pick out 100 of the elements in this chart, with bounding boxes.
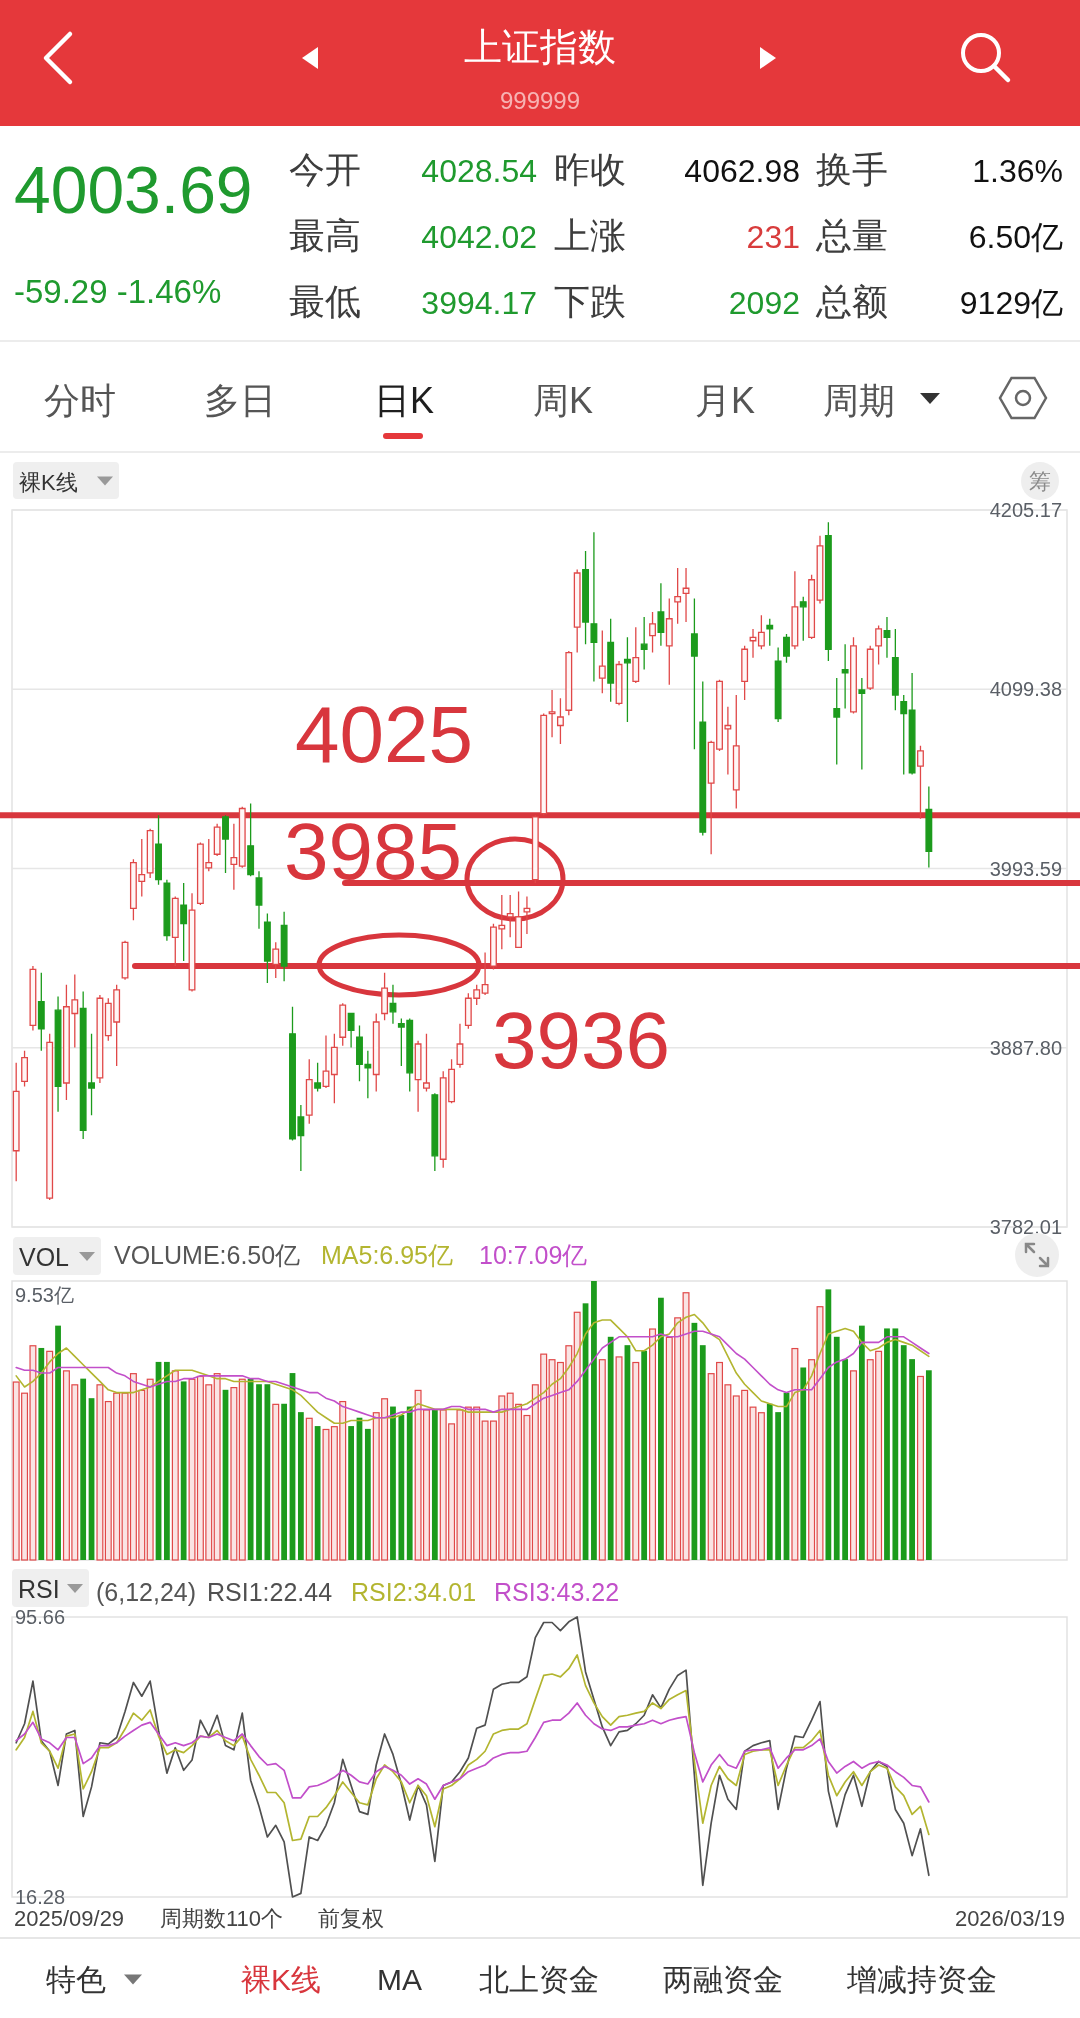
bar — [213, 1373, 221, 1561]
ref-line-label: 3985 — [284, 807, 462, 897]
text: (6,12,24) — [96, 1578, 197, 1606]
bar — [791, 1347, 799, 1561]
candlestick — [766, 618, 774, 647]
text: RSI2:34.01 — [351, 1578, 477, 1606]
y-tick-label: 3887.80 — [989, 1036, 1062, 1059]
text: MA5:6.95亿 — [321, 1241, 454, 1269]
bar — [842, 1359, 849, 1560]
candlestick — [171, 895, 179, 967]
bar — [80, 1378, 87, 1560]
candlestick — [188, 892, 196, 993]
candlestick — [908, 672, 916, 776]
bar — [916, 1375, 924, 1561]
text: 4042.02 — [421, 219, 537, 255]
bar — [146, 1378, 154, 1561]
bar — [900, 1345, 907, 1560]
candlestick — [305, 1058, 313, 1125]
bar — [281, 1403, 288, 1560]
text: 2026/03/19 — [954, 1906, 1065, 1931]
candlestick — [280, 911, 288, 982]
bar — [314, 1426, 321, 1560]
text: 多日 — [204, 380, 276, 421]
text: 裸K线 — [19, 470, 78, 495]
bar — [305, 1417, 313, 1561]
candlestick — [891, 628, 899, 711]
text: 特色 — [46, 1963, 106, 1996]
candlestick — [330, 1033, 338, 1104]
bar — [658, 1297, 664, 1560]
text: 今开 — [289, 149, 361, 190]
text: 裸K线 — [241, 1963, 322, 1996]
bar — [180, 1381, 187, 1560]
bar — [850, 1370, 857, 1561]
text: 月K — [694, 380, 756, 421]
candlestick — [866, 645, 874, 691]
text: 两融资金 — [663, 1963, 783, 1996]
bar — [364, 1428, 371, 1560]
annotation: 9.53亿 — [15, 1284, 74, 1306]
candlestick — [824, 521, 832, 662]
bar — [615, 1356, 623, 1561]
candlestick — [414, 1039, 422, 1113]
text: 上证指数 — [464, 26, 616, 68]
candlestick — [925, 785, 933, 869]
candlestick — [247, 802, 255, 877]
candlestick — [808, 574, 816, 640]
candlestick — [548, 689, 556, 738]
candlestick — [540, 712, 548, 816]
bar — [431, 1409, 438, 1560]
bar — [892, 1328, 899, 1560]
y-tick-label: 3782.01 — [989, 1216, 1062, 1238]
candlestick — [523, 895, 531, 935]
text: 231 — [746, 219, 800, 255]
candlestick — [799, 596, 807, 642]
candlestick — [423, 1033, 430, 1093]
candlestick — [732, 694, 740, 810]
bar — [171, 1370, 179, 1561]
text: RSI — [18, 1575, 60, 1603]
text: 最低 — [289, 281, 361, 322]
bar — [238, 1378, 246, 1561]
candlestick — [12, 1062, 20, 1182]
bar — [348, 1426, 354, 1560]
ref-line-label: 3936 — [492, 996, 670, 1086]
ref-line-label: 4025 — [295, 690, 473, 780]
bar — [406, 1406, 413, 1560]
candlestick — [339, 1002, 347, 1047]
bar — [390, 1406, 396, 1560]
candlestick — [96, 994, 104, 1084]
bar — [591, 1281, 597, 1560]
text: 周期数110个 — [160, 1906, 284, 1931]
candlestick — [741, 645, 749, 701]
line-series — [15, 1702, 930, 1803]
bar — [264, 1384, 271, 1560]
y-tick-label: 4205.17 — [989, 499, 1062, 521]
candlestick — [850, 636, 857, 715]
text: 分时 — [44, 380, 116, 421]
text: VOLUME:6.50亿 — [114, 1241, 301, 1269]
text: MA — [377, 1963, 422, 1996]
text: 6.50亿 — [968, 219, 1063, 255]
bar — [598, 1359, 606, 1561]
text: RSI3:43.22 — [494, 1578, 620, 1606]
candlestick — [272, 941, 280, 979]
candlestick — [598, 629, 606, 694]
y-tick-label: 95.66 — [15, 1606, 66, 1628]
candlestick — [381, 972, 389, 1021]
candlestick — [322, 1034, 330, 1089]
text: 周K — [532, 380, 594, 421]
candlestick — [632, 626, 640, 684]
candlestick — [255, 870, 263, 930]
bar — [38, 1347, 45, 1560]
candlestick — [749, 628, 757, 659]
candlestick — [883, 616, 891, 659]
text: 9129亿 — [959, 285, 1063, 321]
y-tick-label: 4099.38 — [989, 678, 1062, 701]
text: -59.29 -1.46% — [14, 273, 222, 310]
bar — [925, 1370, 932, 1560]
candlestick — [180, 882, 188, 962]
candlestick — [783, 633, 790, 664]
candlestick — [531, 814, 539, 884]
candlestick — [46, 1033, 54, 1201]
candlestick — [347, 1012, 355, 1049]
